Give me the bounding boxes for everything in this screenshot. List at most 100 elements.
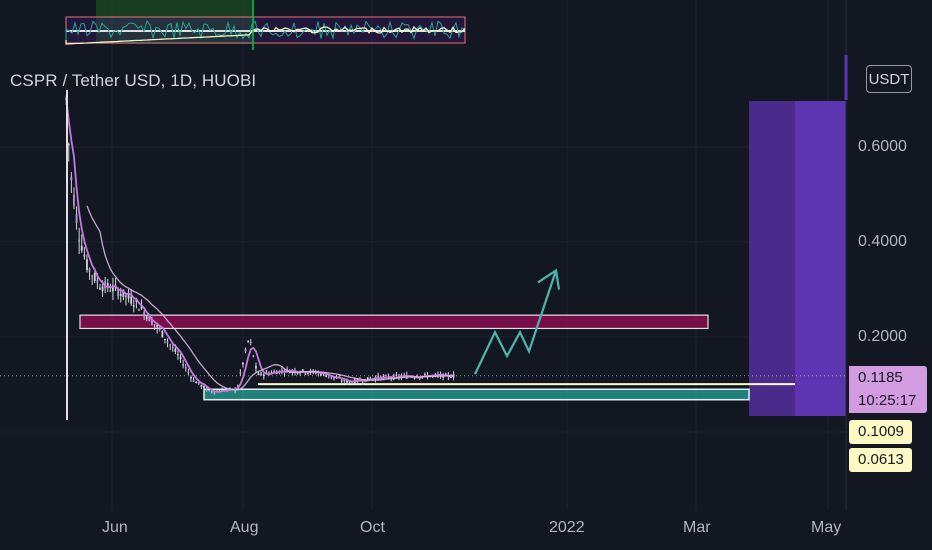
candle-body [444, 373, 447, 375]
grid-lines [0, 0, 846, 510]
candle-body [130, 296, 133, 304]
x-tick-label: 2022 [549, 519, 585, 536]
candle-body [382, 376, 385, 378]
candle-body [99, 288, 101, 290]
x-tick-label: Jun [102, 519, 128, 536]
candle-body [390, 377, 393, 379]
candle-body [101, 286, 104, 291]
x-tick-label: Mar [683, 519, 711, 536]
candle-body [314, 372, 317, 374]
candle-body [78, 239, 81, 242]
candle-body [327, 376, 330, 378]
mini-indicator-panel [65, 0, 466, 50]
candle-body [348, 381, 351, 383]
candle-body [260, 372, 263, 376]
candle-body [200, 385, 203, 387]
candle-body [281, 369, 283, 372]
candle-body [273, 371, 276, 373]
x-tick-label: May [811, 519, 842, 536]
last-price-tag: 0.1185 [849, 366, 927, 390]
candle-body [236, 385, 239, 387]
candle-body [182, 363, 185, 366]
candle-body [192, 379, 195, 382]
resistance-zone[interactable] [79, 314, 709, 330]
candle-body [450, 377, 452, 379]
candle-body [119, 293, 122, 296]
candle-body [385, 375, 387, 377]
candle-body [135, 299, 138, 302]
candle-body [257, 373, 260, 376]
candle-body [138, 309, 140, 311]
currency-button[interactable]: USDT [866, 65, 912, 93]
candle-body [255, 365, 257, 369]
candle-body [195, 381, 198, 384]
candle-body [127, 294, 130, 299]
candle-body [262, 374, 265, 376]
candle-body [83, 254, 86, 257]
candle-body [197, 382, 200, 384]
candle-body [340, 380, 343, 382]
candle-body [73, 194, 75, 206]
candle-body [91, 275, 94, 277]
candle-body [166, 341, 169, 343]
y-tick-label: 0.6000 [858, 138, 907, 155]
level-tag-1: 0.1009 [849, 420, 912, 444]
candle-body [187, 372, 190, 374]
candle-body [93, 272, 96, 281]
candle-body [242, 362, 244, 365]
projection-arrow[interactable] [474, 270, 558, 375]
candle-body [184, 367, 187, 369]
candle-body [190, 376, 192, 379]
moving-average-fast [65, 97, 454, 393]
candle-body [96, 280, 99, 283]
candle-body [117, 290, 120, 297]
candle-body [333, 377, 335, 379]
candle-body [346, 380, 348, 383]
candle-body [413, 377, 416, 379]
candle-body [320, 373, 322, 376]
candle-body [122, 289, 125, 298]
candle-body [307, 372, 309, 374]
candle-body [239, 372, 242, 374]
candle-body [252, 355, 255, 357]
candle-body [86, 259, 88, 271]
candle-body [361, 381, 364, 383]
level-tag-2: 0.0613 [849, 448, 912, 472]
candlestick-series[interactable] [65, 95, 455, 395]
candle-body [161, 330, 164, 338]
candle-body [424, 373, 426, 375]
candle-body [80, 245, 83, 251]
purple-projection-zone-dark [749, 101, 795, 416]
candle-body [312, 370, 315, 372]
x-tick-label: Aug [230, 519, 259, 536]
candle-body [104, 281, 107, 289]
candle-body [174, 348, 177, 352]
moving-average-slow [86, 205, 454, 391]
candle-body [265, 371, 268, 373]
candle-body [210, 391, 213, 393]
chart-title: CSPR / Tether USD, 1D, HUOBI [10, 71, 257, 90]
candle-body [296, 372, 299, 374]
candle-body [164, 338, 166, 340]
candle-body [434, 374, 437, 376]
candle-body [70, 176, 73, 181]
candle-body [377, 375, 380, 379]
candle-body [203, 386, 205, 389]
candle-body [343, 379, 346, 382]
candle-body [249, 341, 252, 343]
candle-body [177, 354, 179, 356]
support-zone[interactable] [203, 388, 750, 401]
candle-body [301, 369, 304, 372]
candle-body [125, 295, 127, 297]
candle-body [286, 368, 289, 370]
candle-body [247, 340, 250, 342]
candle-body [179, 356, 182, 360]
candle-body [140, 305, 143, 309]
candle-body [88, 269, 91, 272]
candle-body [304, 373, 307, 375]
candle-body [171, 347, 174, 349]
y-tick-label: 0.2000 [858, 328, 907, 345]
candle-body [158, 328, 161, 330]
candle-body [153, 324, 156, 326]
